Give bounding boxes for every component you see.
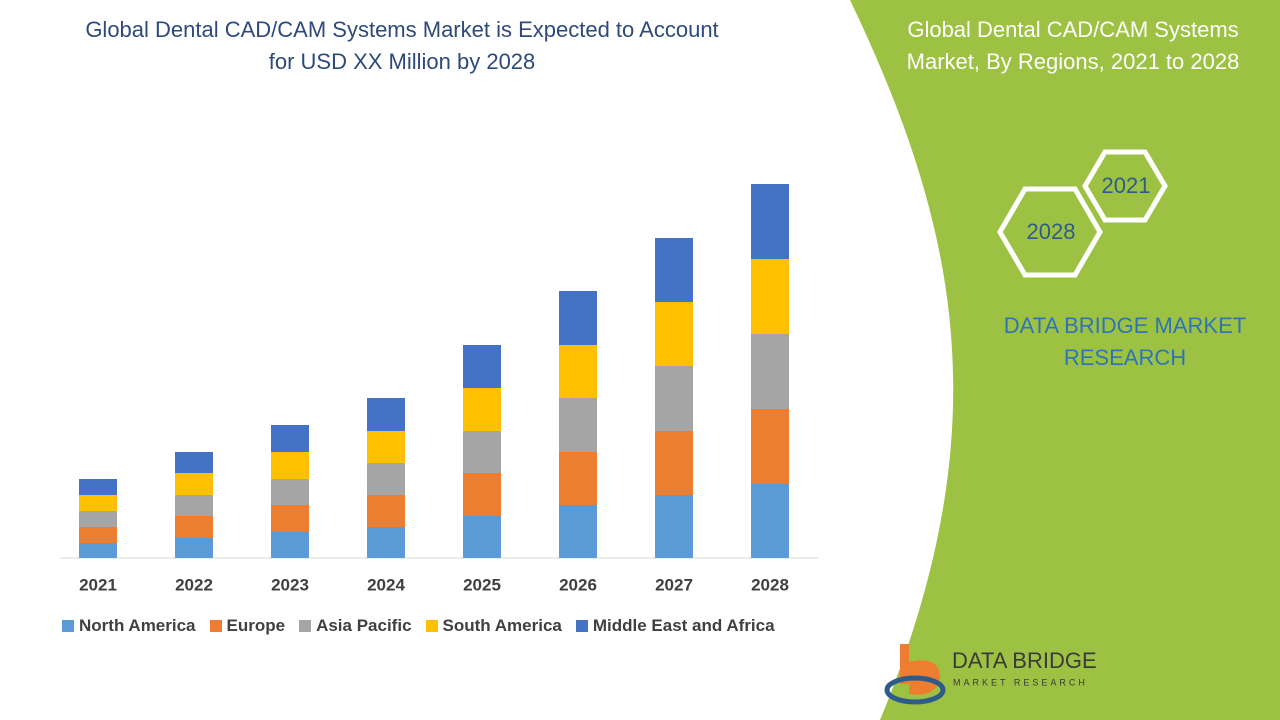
bar-segment [751, 259, 789, 334]
legend-item: South America [425, 616, 562, 636]
bar-segment [751, 184, 789, 259]
x-tick-label: 2023 [271, 575, 309, 594]
bar-segment [463, 345, 501, 388]
bar-segment [751, 484, 789, 558]
bar-segment [559, 505, 597, 558]
legend-label: South America [442, 616, 562, 635]
bar-segment [655, 302, 693, 366]
bar-segment [271, 505, 309, 532]
hexagon-label: 2028 [1027, 219, 1076, 244]
bar-segment [559, 345, 597, 398]
bar-segment [271, 425, 309, 452]
legend-label: Asia Pacific [316, 616, 412, 635]
legend-swatch [425, 620, 438, 632]
bar-segment [463, 388, 501, 431]
bar-segment [79, 543, 117, 558]
bar-segment [559, 398, 597, 452]
x-tick-label: 2027 [655, 575, 693, 594]
bar-segment [751, 409, 789, 484]
bar-segment [271, 532, 309, 558]
bar-segment [79, 479, 117, 495]
bar-segment [79, 495, 117, 511]
hexagon [1082, 149, 1168, 223]
legend-item: Middle East and Africa [575, 616, 775, 636]
bar-segment [559, 452, 597, 505]
bar-segment [175, 473, 213, 495]
bar-segment [463, 473, 501, 516]
bar-segment [79, 511, 117, 527]
legend-item: North America [62, 616, 196, 636]
bar-segment [175, 516, 213, 538]
legend: North America Europe Asia Pacific South Ame… [62, 616, 775, 636]
bar-segment [655, 238, 693, 302]
bar-segment [463, 516, 501, 558]
hexagon-label: 2021 [1102, 173, 1151, 198]
legend-label: Europe [226, 616, 286, 635]
legend-swatch [575, 620, 588, 632]
x-tick-label: 2022 [175, 575, 213, 594]
legend-swatch [209, 620, 222, 632]
bar-segment [463, 431, 501, 473]
legend-item: Europe [209, 616, 286, 636]
side-background [850, 0, 1280, 720]
bar-segment [751, 334, 789, 409]
bar-segment [367, 431, 405, 463]
bar-segment [271, 479, 309, 505]
bar-segment [175, 495, 213, 516]
bar-segment [367, 463, 405, 495]
bar-segment [655, 431, 693, 495]
logo-icon [884, 644, 946, 705]
x-tick-label: 2026 [559, 575, 597, 594]
logo-name: DATA BRIDGE [952, 648, 1097, 673]
logo-tagline: MARKET RESEARCH [953, 677, 1088, 687]
bar-segment [367, 495, 405, 527]
bar-segment [367, 398, 405, 431]
legend-swatch [62, 620, 74, 632]
chart-title: Global Dental CAD/CAM Systems Market is … [85, 17, 719, 74]
bar-segment [79, 527, 117, 543]
bar-segment [655, 366, 693, 431]
legend-label: Middle East and Africa [592, 616, 775, 635]
x-tick-label: 2024 [367, 575, 405, 594]
bar-segment [175, 538, 213, 558]
x-tick-label: 2028 [751, 575, 789, 594]
bar-segment [271, 452, 309, 479]
legend-swatch [299, 620, 312, 632]
bar-segment [367, 527, 405, 558]
bar-segment [655, 495, 693, 558]
x-tick-label: 2021 [79, 575, 117, 594]
side-title: Global Dental CAD/CAM Systems Market, By… [906, 17, 1240, 74]
x-tick-label: 2025 [463, 575, 501, 594]
brand-text: DATA BRIDGE MARKET RESEARCH [1003, 313, 1247, 370]
hexagon [997, 186, 1103, 278]
bar-segment [559, 291, 597, 345]
legend-label: North America [79, 616, 196, 635]
bar-segment [175, 452, 213, 473]
legend-item: Asia Pacific [299, 616, 412, 636]
